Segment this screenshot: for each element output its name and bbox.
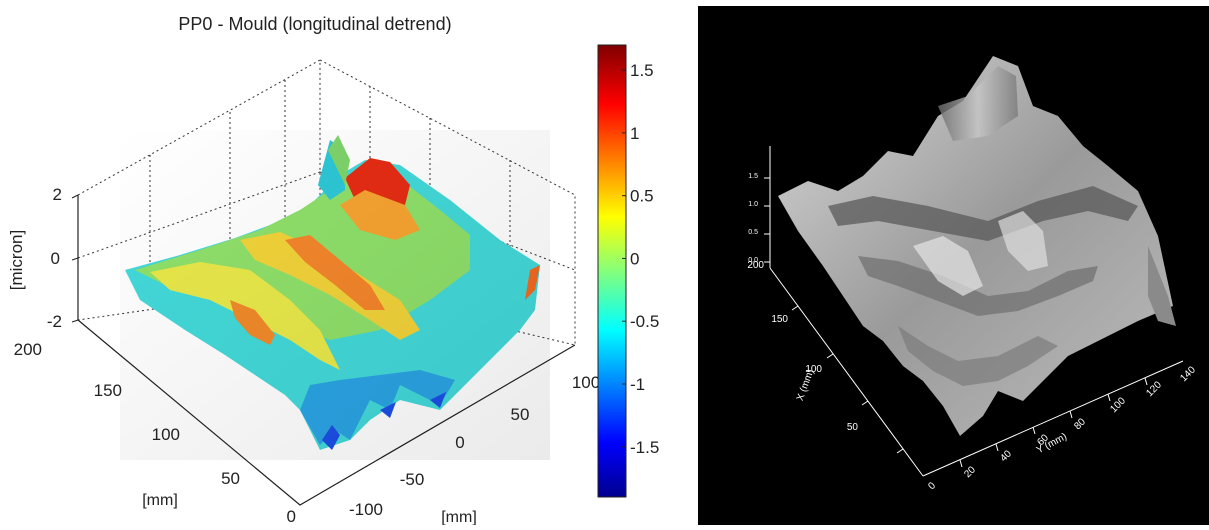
colorbar-tick-label: 0 (630, 249, 639, 268)
surface-highlight-3 (938, 66, 1018, 141)
surface-highlight-1 (913, 236, 983, 296)
surface-valley-3 (898, 326, 1058, 386)
colorbar-tick-label: -1 (630, 375, 645, 394)
gray-y-tick: 40 (998, 448, 1014, 464)
z-tick-label: 0 (51, 249, 60, 268)
z-tick-label: -2 (47, 312, 62, 331)
colorbar-tick-label: -0.5 (630, 312, 659, 331)
gray-y-tick: 20 (962, 464, 978, 480)
surface-valley-1 (828, 186, 1138, 241)
left-chart-panel: PP0 - Mould (longitudinal detrend) (7, 14, 660, 526)
surface-shade (120, 130, 550, 460)
gray-z-tick: 0.0 (748, 257, 758, 264)
y-tick-label: 150 (94, 381, 122, 400)
colorbar-ticks: 1.5 1 0.5 0 -0.5 -1 -1.5 (622, 61, 659, 457)
z-axis-label: [micron] (7, 230, 26, 290)
x-axis-line (769, 267, 924, 477)
surface-highlight-2 (998, 211, 1048, 271)
gray-axes (764, 146, 1184, 477)
gray-x-label: X (mm) (795, 368, 817, 403)
surface-right-spike (1148, 246, 1176, 326)
gray-y-tick: 140 (1178, 364, 1198, 384)
chart-title: PP0 - Mould (longitudinal detrend) (178, 14, 451, 34)
x-tick-label: -50 (400, 470, 425, 489)
x-axis-label: [mm] (441, 509, 477, 525)
gray-y-tick: 120 (1144, 379, 1164, 399)
gray-x-tick: 150 (771, 314, 788, 325)
gray-y-tick: 100 (1108, 395, 1128, 415)
y-axis-label: [mm] (142, 492, 178, 509)
gray-surface (778, 56, 1176, 436)
y-tick-label: 100 (152, 425, 180, 444)
surface-valley-2 (858, 256, 1098, 316)
surface-body (778, 56, 1173, 436)
gray-z-tick: 0.5 (748, 229, 758, 236)
y-axis: 200 150 100 50 0 [mm] (14, 340, 296, 526)
x-tick-label: 100 (572, 373, 600, 392)
colorbar-gradient (597, 44, 627, 498)
colorbar-tick-label: 0.5 (630, 187, 654, 206)
surface-plot-grayscale: 1.5 1.0 0.5 0.0 200 150 100 50 X (mm) 0 … (747, 56, 1198, 492)
gray-z-tick: 1.0 (748, 201, 758, 208)
y-tick-label: 50 (221, 469, 240, 488)
z-axis: 2 0 -2 [micron] (7, 185, 79, 331)
x-tick-label: -100 (349, 500, 383, 519)
colorbar-tick-label: 1.5 (630, 61, 654, 80)
x-tick-label: 0 (455, 433, 464, 452)
y-tick-label: 200 (14, 340, 42, 359)
colorbar-tick-label: -1.5 (630, 438, 659, 457)
surface-mesh (120, 130, 550, 460)
gray-x-tick: 200 (747, 260, 764, 271)
right-chart-panel: 1.5 1.0 0.5 0.0 200 150 100 50 X (mm) 0 … (698, 6, 1209, 525)
colorbar: 1.5 1 0.5 0 -0.5 -1 -1.5 (597, 44, 659, 498)
colorbar-tick-label: 1 (630, 124, 639, 143)
x-axis: -100 -50 0 50 100 [mm] (349, 373, 600, 526)
surface-plot-colored: PP0 - Mould (longitudinal detrend) (7, 14, 659, 526)
gray-y-tick: 0 (926, 480, 938, 492)
x-tick-label: 50 (511, 405, 530, 424)
gray-y-tick: 80 (1072, 416, 1088, 432)
gray-z-tick: 1.5 (748, 173, 758, 180)
gray-x-tick: 100 (805, 364, 822, 375)
gray-x-tick: 50 (847, 422, 859, 433)
z-tick-label: 2 (53, 185, 62, 204)
y-axis-line (922, 360, 1184, 477)
y-tick-label: 0 (287, 507, 296, 525)
